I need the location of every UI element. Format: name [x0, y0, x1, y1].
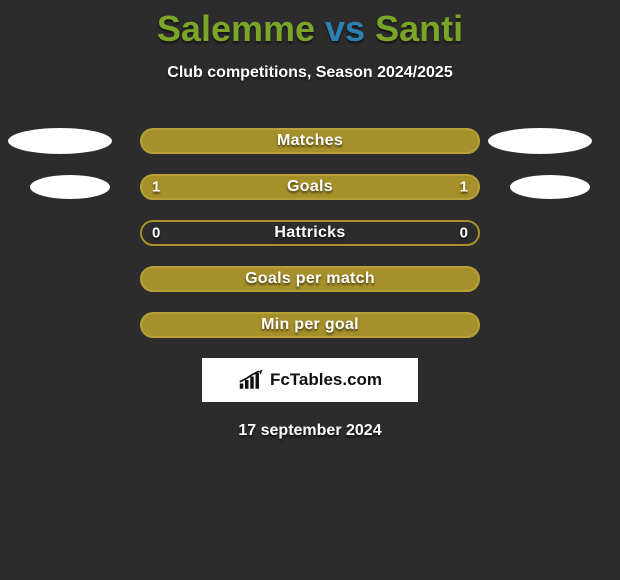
stat-row: Goals1 1	[0, 174, 620, 200]
date-text: 17 september 2024	[0, 422, 620, 440]
stat-row: Hattricks0 0	[0, 220, 620, 246]
logo-text: FcTables.com	[270, 370, 382, 390]
stat-label: Goals per match	[142, 270, 478, 288]
left-ellipse	[8, 128, 112, 154]
stat-right-value: 1	[460, 179, 468, 196]
stat-label: Goals	[142, 178, 478, 196]
stat-right-value: 0	[460, 225, 468, 242]
player2-name: Santi	[375, 8, 463, 49]
stat-bar: Goals1 1	[140, 174, 480, 200]
logo-box: FcTables.com	[202, 358, 418, 402]
player1-name: Salemme	[157, 8, 315, 49]
stat-bar: Matches	[140, 128, 480, 154]
stat-label: Min per goal	[142, 316, 478, 334]
stat-bar: Goals per match	[140, 266, 480, 292]
stat-rows: Matches Goals1 1 Hattricks0 0 Goals per match…	[0, 128, 620, 338]
stat-label: Hattricks	[142, 224, 478, 242]
left-ellipse	[30, 175, 110, 199]
right-ellipse	[510, 175, 590, 199]
comparison-title: Salemme vs Santi	[0, 0, 620, 50]
fctables-logo-icon	[238, 369, 266, 391]
stat-row: Goals per match	[0, 266, 620, 292]
stat-bar: Min per goal	[140, 312, 480, 338]
stat-label: Matches	[142, 132, 478, 150]
stat-left-value: 1	[152, 179, 160, 196]
title-vs: vs	[315, 8, 375, 49]
stat-left-value: 0	[152, 225, 160, 242]
stat-row: Matches	[0, 128, 620, 154]
stat-row: Min per goal	[0, 312, 620, 338]
stat-bar: Hattricks0 0	[140, 220, 480, 246]
right-ellipse	[488, 128, 592, 154]
comparison-subtitle: Club competitions, Season 2024/2025	[0, 64, 620, 82]
